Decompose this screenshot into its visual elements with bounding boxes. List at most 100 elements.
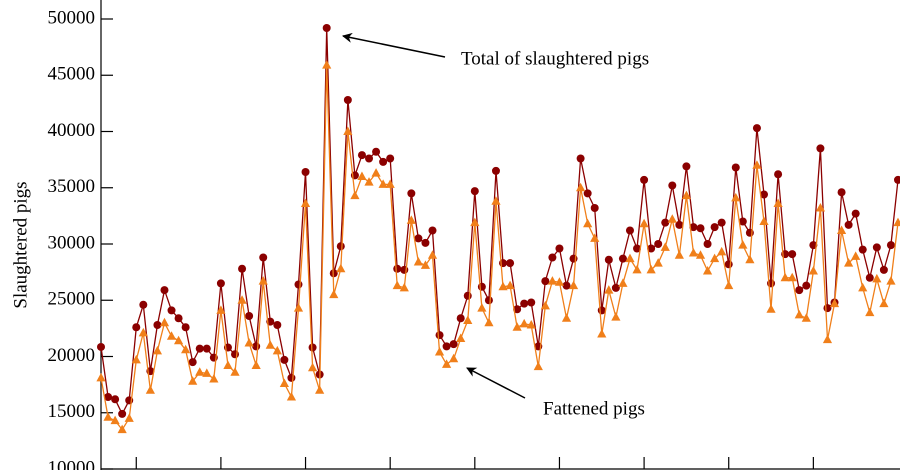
marker [590,204,599,212]
marker [703,240,712,248]
marker [717,218,726,227]
marker [181,344,191,354]
marker [322,24,331,32]
marker [470,217,480,227]
marker [809,241,818,250]
marker [350,190,360,200]
marker [667,214,677,223]
marker [660,242,670,251]
marker [710,253,720,263]
marker [583,218,593,228]
marker [118,409,127,418]
annotation-arrow [342,32,446,58]
marker [434,347,445,356]
marker [244,338,254,347]
marker [272,345,282,355]
marker [568,280,579,290]
marker [202,344,211,353]
marker [463,315,473,324]
marker [378,179,388,188]
marker [682,162,691,171]
marker [159,317,170,327]
marker [654,240,663,248]
marker [561,313,572,322]
marker [526,320,536,329]
marker [604,255,613,264]
y-tick-label: 40000 [48,120,96,141]
marker [357,151,366,160]
marker [872,273,882,283]
marker [717,246,727,256]
marker [216,305,226,314]
marker [519,318,529,328]
marker [145,385,155,394]
marker [788,250,797,259]
marker [702,266,713,275]
marker [336,242,345,251]
marker [576,182,586,192]
marker [238,264,247,273]
marker [103,412,113,421]
marker [879,298,889,308]
marker [829,298,840,308]
annotation: Total of slaughtered pigs [461,48,649,69]
y-axis-label: Slaughtered pigs [10,181,31,308]
marker [322,60,332,69]
marker [491,196,501,205]
marker [604,285,614,294]
marker [421,238,430,247]
marker [484,296,493,305]
marker [633,244,642,253]
marker [632,264,642,274]
marker [562,281,571,290]
marker [223,360,233,369]
marker [576,154,585,163]
marker [822,334,833,344]
marker [865,273,874,282]
marker [653,258,663,267]
marker [343,126,353,135]
marker [505,280,515,290]
marker [491,166,500,175]
marker [548,253,557,262]
marker [97,342,105,351]
y-tick-label: 20000 [48,345,96,366]
marker [844,258,854,267]
marker [279,378,289,387]
marker [477,282,486,291]
marker [611,283,620,292]
marker [774,170,783,179]
marker [336,263,346,273]
marker [420,260,431,269]
marker [618,278,628,287]
marker [153,321,162,329]
marker [681,190,692,200]
marker [435,331,444,340]
marker [724,260,733,269]
marker [181,323,190,332]
marker [379,157,388,166]
marker [307,362,318,372]
y-tick-label: 50000 [48,7,96,28]
marker [124,413,134,422]
marker [104,393,113,401]
marker [794,309,804,319]
marker [646,264,656,274]
y-tick-label: 10000 [48,457,96,470]
marker [513,305,522,314]
marker [527,298,536,307]
marker [371,168,381,177]
marker [449,340,458,349]
marker [329,289,339,299]
marker [195,367,205,376]
marker [174,314,183,323]
marker [752,124,761,133]
marker [872,243,881,252]
marker [477,303,487,312]
marker [365,154,374,163]
marker [625,226,634,235]
marker [893,217,900,227]
marker [625,253,635,263]
marker [286,392,297,401]
marker [808,266,818,275]
